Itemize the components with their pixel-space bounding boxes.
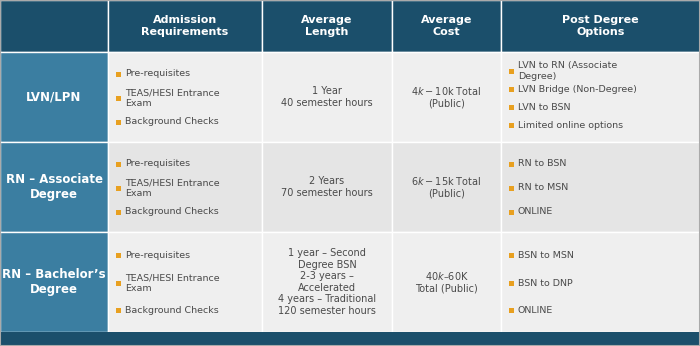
Text: Background Checks: Background Checks bbox=[125, 306, 218, 315]
Text: TEAS/HESI Entrance
Exam: TEAS/HESI Entrance Exam bbox=[125, 273, 220, 293]
Text: Pre-requisites: Pre-requisites bbox=[125, 251, 190, 260]
Text: LVN/LPN: LVN/LPN bbox=[27, 91, 82, 103]
Bar bbox=[509, 104, 514, 109]
Bar bbox=[501, 232, 700, 332]
Text: Background Checks: Background Checks bbox=[125, 118, 218, 127]
Bar bbox=[116, 253, 121, 258]
Bar bbox=[116, 119, 121, 125]
Text: Pre-requisites: Pre-requisites bbox=[125, 160, 190, 169]
Bar bbox=[509, 122, 514, 127]
Bar bbox=[509, 69, 514, 73]
Text: Average
Length: Average Length bbox=[301, 15, 353, 37]
Bar bbox=[509, 209, 514, 215]
Bar bbox=[509, 253, 514, 258]
Bar bbox=[509, 162, 514, 166]
Bar bbox=[0, 142, 108, 232]
Text: 2 Years
70 semester hours: 2 Years 70 semester hours bbox=[281, 176, 373, 198]
Bar bbox=[392, 142, 501, 232]
Bar bbox=[116, 209, 121, 215]
Bar bbox=[392, 0, 501, 52]
Text: $40k – $60K
Total (Public): $40k – $60K Total (Public) bbox=[415, 270, 478, 294]
Text: LVN Bridge (Non-Degree): LVN Bridge (Non-Degree) bbox=[518, 84, 637, 93]
Bar bbox=[392, 232, 501, 332]
Bar bbox=[262, 0, 392, 52]
Bar bbox=[108, 0, 262, 52]
Text: Average
Cost: Average Cost bbox=[421, 15, 473, 37]
Bar bbox=[501, 52, 700, 142]
Bar bbox=[509, 281, 514, 285]
Text: TEAS/HESI Entrance
Exam: TEAS/HESI Entrance Exam bbox=[125, 88, 220, 108]
Bar bbox=[116, 72, 121, 76]
Bar bbox=[116, 281, 121, 285]
Text: 1 Year
40 semester hours: 1 Year 40 semester hours bbox=[281, 86, 373, 108]
Bar bbox=[108, 232, 262, 332]
Bar bbox=[262, 232, 392, 332]
Bar bbox=[0, 0, 108, 52]
Bar bbox=[262, 142, 392, 232]
Bar bbox=[116, 185, 121, 191]
Text: TEAS/HESI Entrance
Exam: TEAS/HESI Entrance Exam bbox=[125, 178, 220, 198]
Text: RN – Associate
Degree: RN – Associate Degree bbox=[6, 173, 102, 201]
Text: Post Degree
Options: Post Degree Options bbox=[562, 15, 639, 37]
Bar bbox=[108, 52, 262, 142]
Text: Pre-requisites: Pre-requisites bbox=[125, 70, 190, 79]
Bar bbox=[392, 52, 501, 142]
Text: Background Checks: Background Checks bbox=[125, 208, 218, 217]
Bar bbox=[509, 86, 514, 91]
Text: 1 year – Second
Degree BSN
2-3 years –
Accelerated
4 years – Traditional
120 sem: 1 year – Second Degree BSN 2-3 years – A… bbox=[278, 248, 376, 316]
Bar bbox=[0, 52, 108, 142]
Text: LVN to BSN: LVN to BSN bbox=[518, 102, 570, 111]
Text: BSN to DNP: BSN to DNP bbox=[518, 279, 573, 288]
Text: LVN to RN (Associate
Degree): LVN to RN (Associate Degree) bbox=[518, 61, 617, 81]
Bar bbox=[262, 52, 392, 142]
Text: ONLINE: ONLINE bbox=[518, 208, 553, 217]
Bar bbox=[501, 142, 700, 232]
Text: RN to BSN: RN to BSN bbox=[518, 160, 566, 169]
Bar bbox=[116, 95, 121, 100]
Text: RN to MSN: RN to MSN bbox=[518, 183, 568, 192]
Text: Limited online options: Limited online options bbox=[518, 120, 623, 129]
Bar bbox=[509, 308, 514, 313]
Text: RN – Bachelor’s
Degree: RN – Bachelor’s Degree bbox=[2, 268, 106, 296]
Text: Admission
Requirements: Admission Requirements bbox=[141, 15, 229, 37]
Bar bbox=[509, 185, 514, 191]
Text: $6k - $15k Total
(Public): $6k - $15k Total (Public) bbox=[412, 175, 482, 199]
Bar bbox=[116, 308, 121, 313]
Bar bbox=[116, 162, 121, 166]
Bar bbox=[0, 332, 700, 346]
Bar bbox=[501, 0, 700, 52]
Bar bbox=[0, 232, 108, 332]
Text: $4k - $10k Total
(Public): $4k - $10k Total (Public) bbox=[412, 85, 482, 109]
Text: ONLINE: ONLINE bbox=[518, 306, 553, 315]
Text: BSN to MSN: BSN to MSN bbox=[518, 251, 574, 260]
Bar bbox=[108, 142, 262, 232]
